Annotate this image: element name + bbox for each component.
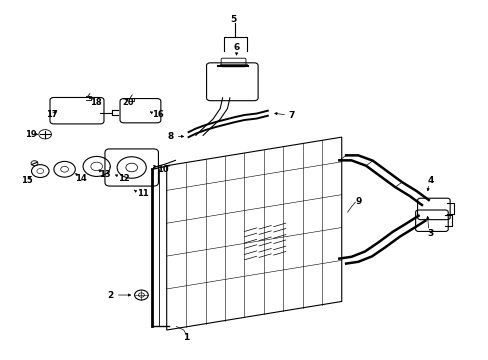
Text: 10: 10	[157, 166, 168, 175]
Text: 16: 16	[152, 111, 163, 120]
Text: 7: 7	[287, 111, 294, 120]
Text: 4: 4	[427, 176, 433, 185]
Text: 8: 8	[167, 132, 174, 141]
Text: 20: 20	[122, 98, 133, 107]
Text: 15: 15	[21, 176, 33, 185]
Text: 5: 5	[230, 15, 237, 24]
Text: 6: 6	[233, 43, 240, 52]
Text: 9: 9	[355, 197, 361, 206]
Text: 11: 11	[136, 189, 148, 198]
Text: 18: 18	[90, 98, 102, 107]
Text: 2: 2	[107, 291, 113, 300]
Text: 1: 1	[183, 333, 189, 342]
Text: 12: 12	[118, 174, 130, 183]
Text: 19: 19	[25, 130, 36, 139]
Text: 14: 14	[75, 174, 87, 183]
Text: 3: 3	[427, 229, 433, 238]
Text: 13: 13	[99, 170, 110, 179]
Text: 17: 17	[46, 111, 58, 120]
